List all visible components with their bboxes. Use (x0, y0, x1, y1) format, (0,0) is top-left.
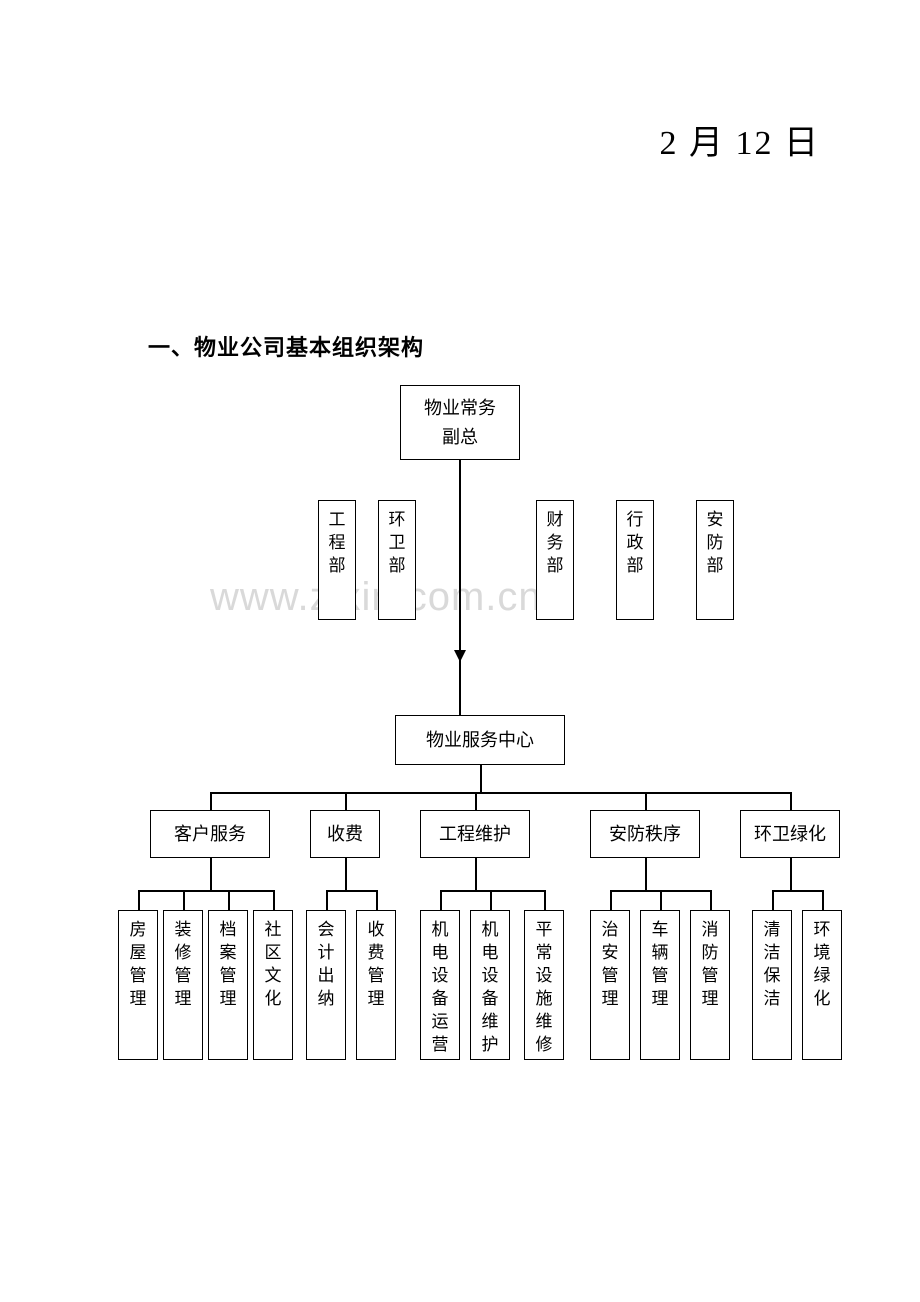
node-dept-2: 财务部 (536, 500, 574, 620)
watermark-text: www.zixin.com.cn (210, 575, 542, 620)
node-dept-0: 工程部 (318, 500, 356, 620)
node-l3-0: 客户服务 (150, 810, 270, 858)
l4-drop-2-1 (490, 890, 492, 910)
l4-hbar-0 (138, 890, 273, 892)
node-service-center: 物业服务中心 (395, 715, 565, 765)
l4-drop-0-2 (228, 890, 230, 910)
node-l4-2-0: 机电设备运营 (420, 910, 460, 1060)
l4-drop-3-0 (610, 890, 612, 910)
node-l4-0-1: 装修管理 (163, 910, 203, 1060)
l4-parent-drop-0 (210, 858, 212, 890)
l4-drop-1-1 (376, 890, 378, 910)
l4-drop-3-2 (710, 890, 712, 910)
node-l4-0-2: 档案管理 (208, 910, 248, 1060)
l4-hbar-1 (326, 890, 376, 892)
node-l3-2: 工程维护 (420, 810, 530, 858)
node-l4-3-2: 消防管理 (690, 910, 730, 1060)
center-down (480, 765, 482, 792)
node-l4-1-0: 会计出纳 (306, 910, 346, 1060)
node-root: 物业常务副总 (400, 385, 520, 460)
l3-drop-0 (210, 792, 212, 810)
l4-parent-drop-1 (345, 858, 347, 890)
node-l4-4-1: 环境绿化 (802, 910, 842, 1060)
page-date: 2 月 12 日 (660, 115, 821, 164)
node-dept-3: 行政部 (616, 500, 654, 620)
l4-parent-drop-4 (790, 858, 792, 890)
node-l3-1: 收费 (310, 810, 380, 858)
node-l4-2-2: 平常设施维修 (524, 910, 564, 1060)
node-l4-2-1: 机电设备维护 (470, 910, 510, 1060)
l4-parent-drop-2 (475, 858, 477, 890)
node-l3-3: 安防秩序 (590, 810, 700, 858)
l4-drop-2-0 (440, 890, 442, 910)
section-title: 一、物业公司基本组织架构 (148, 330, 424, 362)
l3-drop-4 (790, 792, 792, 810)
node-dept-1: 环卫部 (378, 500, 416, 620)
node-l3-4: 环卫绿化 (740, 810, 840, 858)
node-l4-0-3: 社区文化 (253, 910, 293, 1060)
l4-drop-4-1 (822, 890, 824, 910)
node-l4-3-1: 车辆管理 (640, 910, 680, 1060)
node-l4-4-0: 清洁保洁 (752, 910, 792, 1060)
l4-hbar-4 (772, 890, 822, 892)
l4-drop-4-0 (772, 890, 774, 910)
root-arrow-line (459, 460, 461, 650)
l4-drop-1-0 (326, 890, 328, 910)
l3-drop-3 (645, 792, 647, 810)
l4-parent-drop-3 (645, 858, 647, 890)
center-feed (459, 660, 461, 715)
node-dept-4: 安防部 (696, 500, 734, 620)
node-l4-3-0: 治安管理 (590, 910, 630, 1060)
l4-drop-0-1 (183, 890, 185, 910)
l3-hbar (210, 792, 790, 794)
l3-drop-1 (345, 792, 347, 810)
l4-hbar-2 (440, 890, 544, 892)
l4-drop-0-3 (273, 890, 275, 910)
l4-drop-3-1 (660, 890, 662, 910)
l4-drop-0-0 (138, 890, 140, 910)
node-l4-0-0: 房屋管理 (118, 910, 158, 1060)
l4-drop-2-2 (544, 890, 546, 910)
l3-drop-2 (475, 792, 477, 810)
node-l4-1-1: 收费管理 (356, 910, 396, 1060)
